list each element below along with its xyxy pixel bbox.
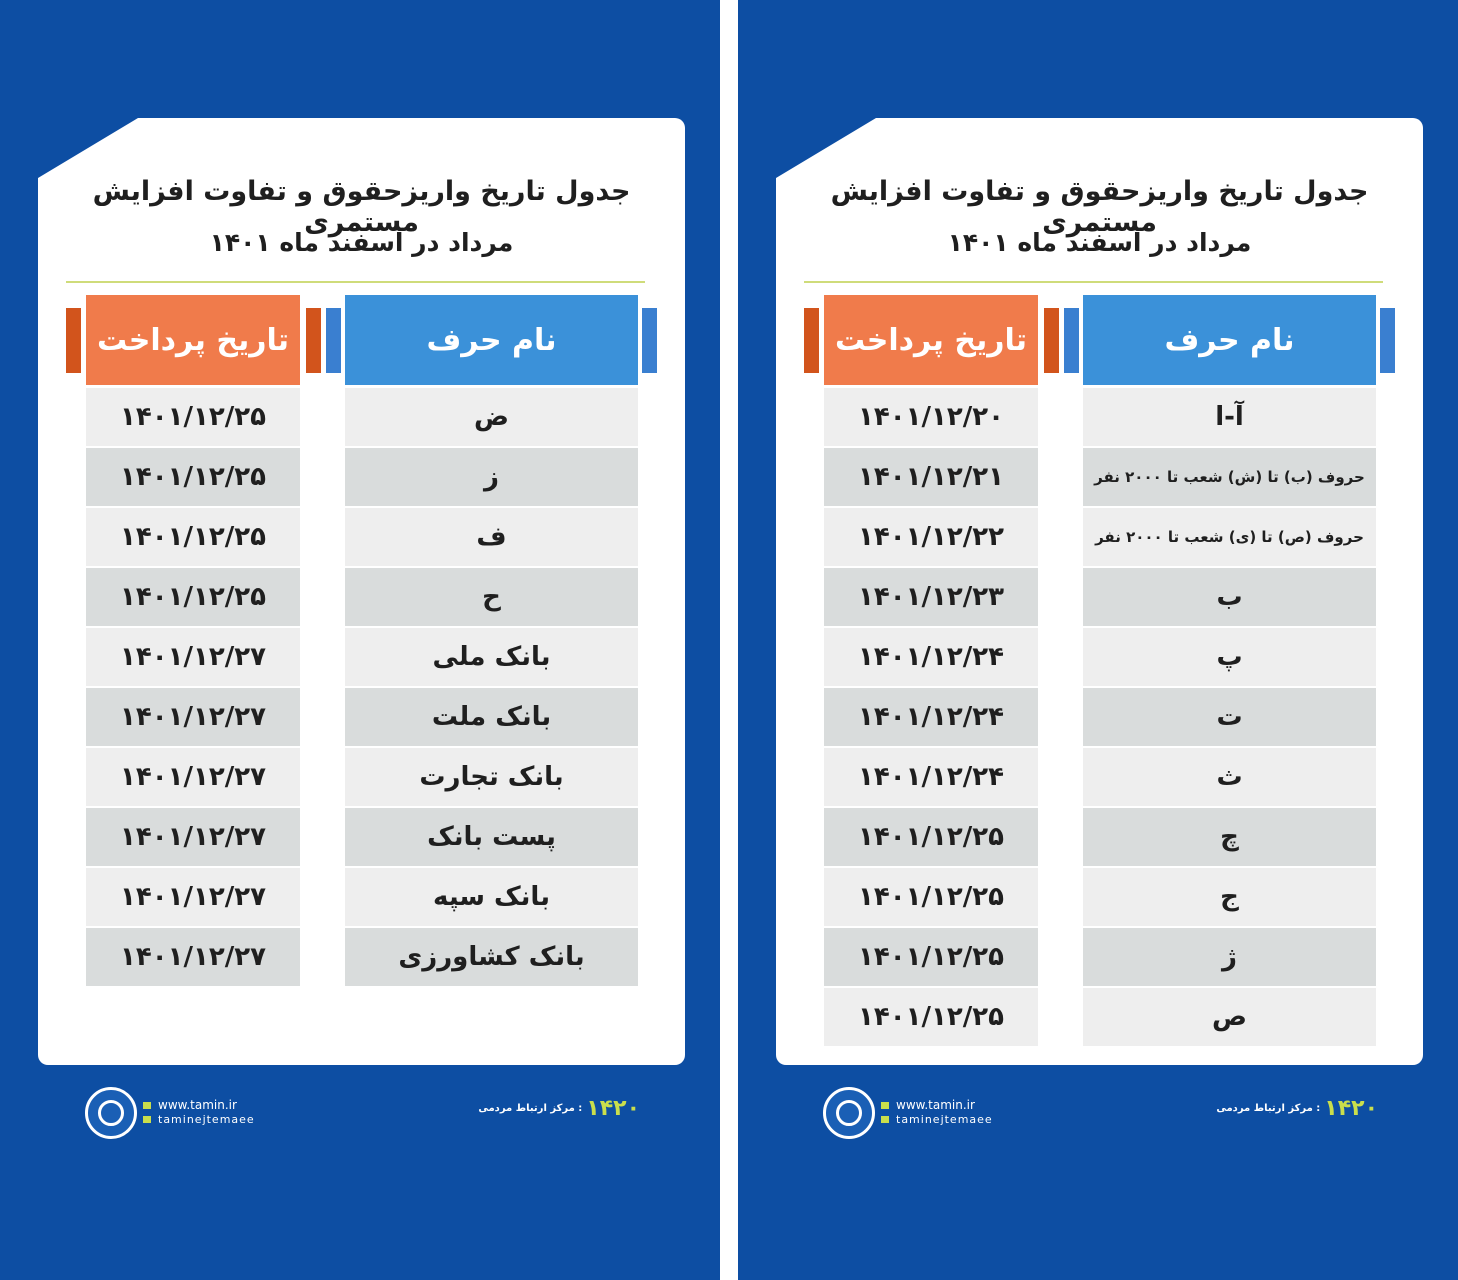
date-cell: ۱۴۰۱/۱۲/۲۵	[86, 568, 300, 626]
name-cell: ب	[1083, 568, 1376, 626]
name-cell: ث	[1083, 748, 1376, 806]
panel: جدول تاریخ واریزحقوق و تفاوت افزایش مستم…	[0, 0, 720, 1280]
name-cell: بانک ملی	[345, 628, 638, 686]
date-cell: ۱۴۰۱/۱۲/۲۵	[86, 388, 300, 446]
name-cell: ج	[1083, 868, 1376, 926]
title: جدول تاریخ واریزحقوق و تفاوت افزایش مستم…	[92, 176, 631, 238]
name-cell: ت	[1083, 688, 1376, 746]
website: www.tamin.ir	[158, 1098, 237, 1112]
name-header: نام حرف	[345, 295, 638, 385]
logo	[823, 1087, 875, 1139]
name-cell: ف	[345, 508, 638, 566]
header-tab	[1380, 308, 1395, 373]
header-tab	[66, 308, 81, 373]
name-cell: ح	[345, 568, 638, 626]
name-cell: بانک ملت	[345, 688, 638, 746]
date-cell: ۱۴۰۱/۱۲/۲۷	[86, 928, 300, 986]
date-cell: ۱۴۰۱/۱۲/۲۵	[824, 808, 1038, 866]
date-cell: ۱۴۰۱/۱۲/۲۷	[86, 688, 300, 746]
header-tab	[804, 308, 819, 373]
name-cell: حروف (ب) تا (ش) شعب تا ۲۰۰۰ نفر	[1083, 448, 1376, 506]
website-icon	[881, 1102, 889, 1109]
card: جدول تاریخ واریزحقوق و تفاوت افزایش مستم…	[38, 118, 685, 1065]
subtitle: مرداد در اسفند ماه ۱۴۰۱	[947, 228, 1252, 257]
logo	[85, 1087, 137, 1139]
name-cell: ژ	[1083, 928, 1376, 986]
header-tab	[642, 308, 657, 373]
date-cell: ۱۴۰۱/۱۲/۲۵	[824, 928, 1038, 986]
social: taminejtemaee	[896, 1113, 993, 1126]
social-icon	[881, 1116, 889, 1123]
name-cell: بانک کشاورزی	[345, 928, 638, 986]
website-icon	[143, 1102, 151, 1109]
header-tab	[1064, 308, 1079, 373]
name-cell: ز	[345, 448, 638, 506]
hotline: ۱۴۲۰: مرکز ارتباط مردمی	[478, 1096, 640, 1121]
date-cell: ۱۴۰۱/۱۲/۲۱	[824, 448, 1038, 506]
name-cell: بانک سپه	[345, 868, 638, 926]
name-cell: آ-ا	[1083, 388, 1376, 446]
hotline-label: : مرکز ارتباط مردمی	[478, 1103, 583, 1114]
name-cell: پ	[1083, 628, 1376, 686]
separator	[804, 281, 1383, 283]
date-cell: ۱۴۰۱/۱۲/۲۷	[86, 808, 300, 866]
date-header: تاریخ پرداخت	[824, 295, 1038, 385]
date-header: تاریخ پرداخت	[86, 295, 300, 385]
date-cell: ۱۴۰۱/۱۲/۲۵	[86, 448, 300, 506]
date-cell: ۱۴۰۱/۱۲/۲۷	[86, 868, 300, 926]
card: جدول تاریخ واریزحقوق و تفاوت افزایش مستم…	[776, 118, 1423, 1065]
date-cell: ۱۴۰۱/۱۲/۲۵	[824, 868, 1038, 926]
hotline: ۱۴۲۰: مرکز ارتباط مردمی	[1216, 1096, 1378, 1121]
hotline-label: : مرکز ارتباط مردمی	[1216, 1103, 1321, 1114]
date-cell: ۱۴۰۱/۱۲/۲۰	[824, 388, 1038, 446]
name-cell: بانک تجارت	[345, 748, 638, 806]
date-cell: ۱۴۰۱/۱۲/۲۳	[824, 568, 1038, 626]
social-icon	[143, 1116, 151, 1123]
date-cell: ۱۴۰۱/۱۲/۲۴	[824, 748, 1038, 806]
social: taminejtemaee	[158, 1113, 255, 1126]
name-cell: چ	[1083, 808, 1376, 866]
subtitle: مرداد در اسفند ماه ۱۴۰۱	[209, 228, 514, 257]
title: جدول تاریخ واریزحقوق و تفاوت افزایش مستم…	[830, 176, 1369, 238]
panel: جدول تاریخ واریزحقوق و تفاوت افزایش مستم…	[738, 0, 1458, 1280]
hotline-number: ۱۴۲۰	[1324, 1096, 1378, 1121]
name-cell: ض	[345, 388, 638, 446]
date-cell: ۱۴۰۱/۱۲/۲۷	[86, 748, 300, 806]
header-tab	[326, 308, 341, 373]
name-header: نام حرف	[1083, 295, 1376, 385]
date-cell: ۱۴۰۱/۱۲/۲۵	[86, 508, 300, 566]
name-cell: حروف (ص) تا (ی) شعب تا ۲۰۰۰ نفر	[1083, 508, 1376, 566]
hotline-number: ۱۴۲۰	[586, 1096, 640, 1121]
date-cell: ۱۴۰۱/۱۲/۲۷	[86, 628, 300, 686]
name-cell: پست بانک	[345, 808, 638, 866]
date-cell: ۱۴۰۱/۱۲/۲۲	[824, 508, 1038, 566]
logo-inner	[98, 1100, 124, 1126]
name-cell: ص	[1083, 988, 1376, 1046]
date-cell: ۱۴۰۱/۱۲/۲۵	[824, 988, 1038, 1046]
date-cell: ۱۴۰۱/۱۲/۲۴	[824, 688, 1038, 746]
logo-inner	[836, 1100, 862, 1126]
header-tab	[1044, 308, 1059, 373]
website: www.tamin.ir	[896, 1098, 975, 1112]
header-tab	[306, 308, 321, 373]
separator	[66, 281, 645, 283]
date-cell: ۱۴۰۱/۱۲/۲۴	[824, 628, 1038, 686]
